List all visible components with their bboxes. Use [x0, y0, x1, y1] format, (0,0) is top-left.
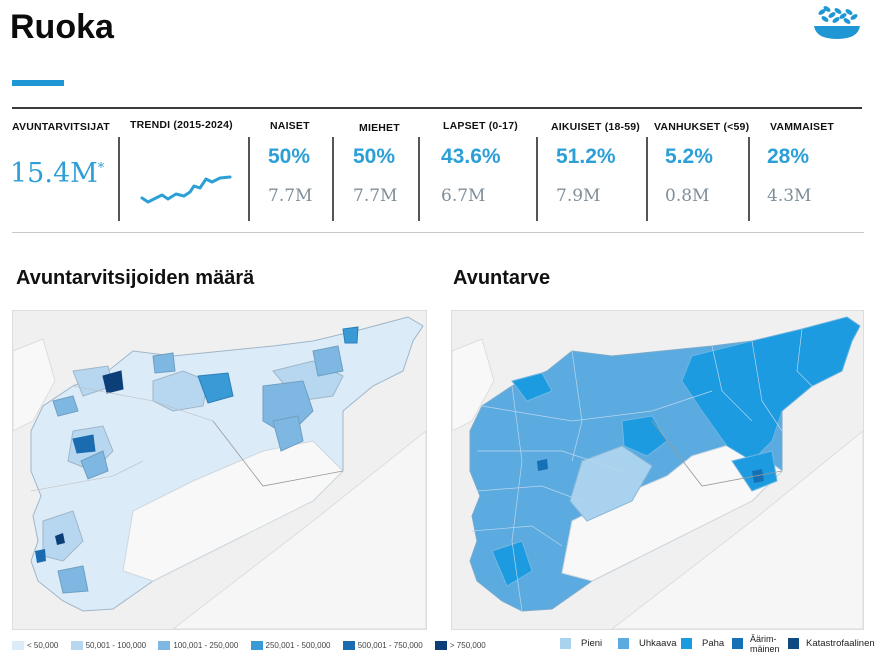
- stat-children-pct: 43.6%: [441, 145, 501, 168]
- divider: [248, 137, 250, 221]
- legend-swatch: [560, 638, 571, 649]
- stat-trend-header: TRENDI (2015-2024): [130, 119, 233, 131]
- divider: [118, 137, 120, 221]
- legend-swatch: [434, 641, 447, 651]
- legend-swatch: [70, 641, 83, 651]
- legend-swatch: [618, 638, 629, 649]
- footnote-mark: *: [97, 161, 105, 176]
- divider: [536, 137, 538, 221]
- legend-item: 50,001 - 100,000: [70, 641, 146, 651]
- stat-women-pct: 50%: [268, 145, 311, 168]
- stat-elderly-header: VANHUKSET (<59): [654, 121, 750, 133]
- stat-men-header: MIEHET: [359, 122, 400, 134]
- stat-total-header: AVUNTARVITSIJAT: [12, 121, 110, 133]
- food-bowl-icon: [812, 2, 862, 42]
- legend-swatch: [342, 641, 355, 651]
- stat-children-header: LAPSET (0-17): [443, 120, 518, 132]
- stat-women-header: NAISET: [270, 120, 310, 132]
- map-right-legend-item-0: Pieni: [560, 638, 602, 649]
- stat-adults-num: 7.9M: [556, 186, 601, 206]
- map-people-in-need: [12, 310, 427, 630]
- legend-swatch: [788, 638, 799, 649]
- map-left-legend: < 50,000 50,001 - 100,000 100,001 - 250,…: [12, 641, 486, 651]
- stat-adults-pct: 51.2%: [556, 145, 616, 168]
- map-right-legend-item-1: Uhkaava: [618, 638, 677, 649]
- stat-total-value: 15.4M*: [10, 158, 105, 189]
- legend-item: 100,001 - 250,000: [158, 641, 238, 651]
- legend-swatch: [158, 641, 171, 651]
- legend-swatch: [12, 641, 24, 651]
- stat-men-num: 7.7M: [353, 186, 398, 206]
- map-right-legend-item-2: Paha: [681, 638, 724, 649]
- stat-disabled-pct: 28%: [767, 145, 810, 168]
- map-severity-of-needs: [451, 310, 864, 630]
- stat-disabled-num: 4.3M: [767, 186, 812, 206]
- divider: [12, 232, 864, 233]
- legend-swatch: [732, 638, 743, 649]
- divider: [12, 107, 862, 109]
- legend-swatch: [681, 638, 692, 649]
- map-left-title: Avuntarvitsijoiden määrä: [16, 267, 255, 289]
- stat-women-num: 7.7M: [268, 186, 313, 206]
- divider: [748, 137, 750, 221]
- divider: [418, 137, 420, 221]
- divider: [646, 137, 648, 221]
- legend-item: 250,001 - 500,000: [250, 641, 330, 651]
- stat-elderly-num: 0.8M: [665, 186, 710, 206]
- legend-item: > 750,000: [434, 641, 486, 651]
- stat-men-pct: 50%: [353, 145, 396, 168]
- trend-sparkline: [140, 168, 232, 211]
- map-right-legend-item-3: Äärim- mäinen: [732, 634, 787, 655]
- map-right-legend-item-4: Katastrofaalinen: [788, 638, 875, 649]
- stat-adults-header: AIKUISET (18-59): [551, 121, 640, 133]
- stat-elderly-pct: 5.2%: [665, 145, 713, 168]
- legend-item: < 50,000: [12, 641, 58, 651]
- stat-children-num: 6.7M: [441, 186, 486, 206]
- legend-item: 500,001 - 750,000: [342, 641, 423, 651]
- legend-swatch: [250, 641, 263, 651]
- accent-bar: [12, 80, 64, 86]
- stat-disabled-header: VAMMAISET: [770, 121, 835, 133]
- map-right-title: Avuntarve: [453, 267, 551, 289]
- divider: [332, 137, 334, 221]
- page-title: Ruoka: [10, 8, 114, 46]
